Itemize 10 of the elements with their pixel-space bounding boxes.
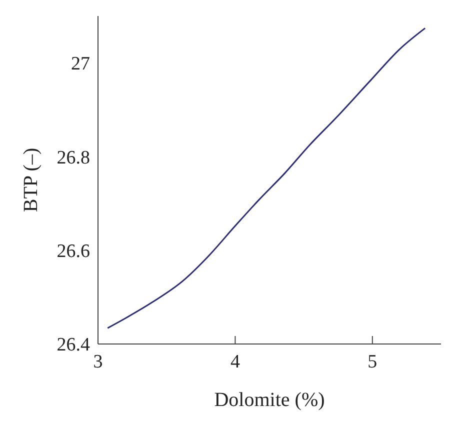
x-tick-label: 4 <box>230 351 240 372</box>
y-tick-label: 26.8 <box>56 147 90 168</box>
y-tick-label: 27 <box>71 54 90 75</box>
x-axis-title: Dolomite (%) <box>214 389 325 411</box>
x-tick-label: 3 <box>93 351 103 372</box>
y-axis-title: BTP (–) <box>20 148 42 212</box>
y-tick-label: 26.6 <box>56 241 90 262</box>
x-tick-label: 5 <box>368 351 378 372</box>
line-series <box>106 27 426 329</box>
y-tick-label: 26.4 <box>56 334 90 356</box>
